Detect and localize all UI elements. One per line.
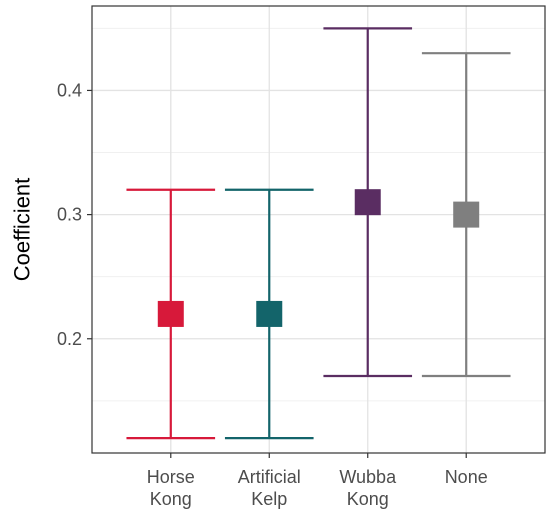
y-tick-label: 0.4: [57, 80, 82, 100]
point-estimate-wubba-kong: [354, 189, 381, 216]
x-tick-label-line: None: [445, 467, 488, 487]
panel-border: [91, 5, 546, 454]
y-tick-label: 0.2: [57, 329, 82, 349]
x-tick-label: Wubba Kong: [339, 467, 397, 509]
point-estimate-artificial-kelp: [256, 300, 283, 327]
x-tick-label: Horse Kong: [147, 467, 195, 509]
x-tick-label-line: Horse: [147, 467, 195, 487]
y-axis-title: Coefficient: [10, 178, 35, 282]
x-tick-label-line: Kong: [347, 489, 389, 509]
x-tick-label-line: Artificial: [238, 467, 301, 487]
data-marks: [126, 27, 511, 440]
y-axis: 0.2 0.3 0.4: [57, 80, 92, 349]
point-estimate-horse-kong: [157, 300, 184, 327]
y-tick-label: 0.3: [57, 205, 82, 225]
x-tick-label-line: Kong: [150, 489, 192, 509]
point-estimate-none: [453, 201, 480, 228]
x-tick-label-line: Wubba: [339, 467, 397, 487]
x-tick-label-line: Kelp: [251, 489, 287, 509]
x-tick-label: None: [445, 467, 488, 487]
x-tick-label: Artificial Kelp: [238, 467, 301, 509]
